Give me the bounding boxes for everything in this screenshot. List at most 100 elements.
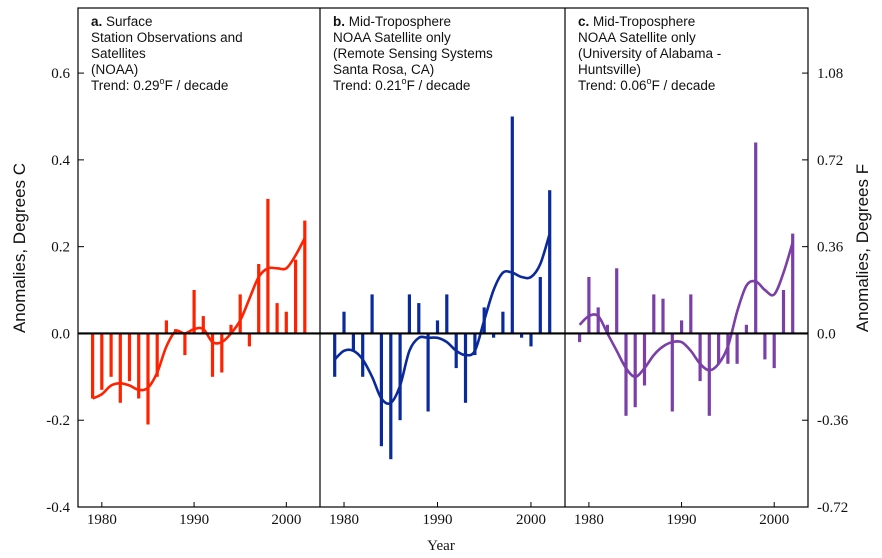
- bar-1986: [642, 333, 647, 386]
- bar-1997: [257, 264, 261, 334]
- trend-value: Trend: 0.21: [333, 78, 402, 93]
- bar-1987: [407, 294, 411, 334]
- trend-unit: F / decade: [652, 78, 716, 93]
- bar-1982: [605, 324, 609, 334]
- panel-trend: Trend: 0.06oF / decade: [578, 76, 715, 93]
- panel-title: c. Mid-Troposphere: [578, 14, 695, 29]
- panel-trend: Trend: 0.29oF / decade: [91, 76, 228, 93]
- bar-1982: [361, 333, 365, 377]
- trend-value: Trend: 0.29: [91, 78, 160, 93]
- y-tick-label-right: -0.36: [817, 413, 849, 429]
- bar-1990: [680, 320, 684, 334]
- bar-1995: [238, 294, 242, 334]
- panel-trend: Trend: 0.21oF / decade: [333, 76, 470, 93]
- bar-2000: [284, 311, 288, 334]
- bar-1983: [370, 294, 374, 334]
- bar-1991: [689, 294, 693, 334]
- y-tick-label-right: 0.0: [817, 326, 836, 342]
- x-tick-label: 2000: [759, 512, 789, 528]
- x-tick-label: 1990: [422, 512, 452, 528]
- bar-2000: [772, 333, 776, 369]
- bar-1997: [501, 311, 505, 334]
- bar-1994: [473, 333, 477, 356]
- trend-unit: F / decade: [165, 78, 229, 93]
- bar-1988: [661, 298, 665, 334]
- trend-degree: o: [647, 76, 652, 86]
- bar-1993: [220, 333, 224, 373]
- x-tick-label: 2000: [271, 512, 301, 528]
- bar-1980: [342, 311, 346, 334]
- bar-1998: [266, 198, 270, 334]
- y-axis-label-left: Anomalies, Degrees C: [10, 163, 29, 333]
- panel-letter: b.: [333, 14, 345, 29]
- bar-1982: [118, 333, 122, 403]
- bar-1983: [127, 333, 132, 382]
- bar-1981: [596, 307, 600, 334]
- bar-1992: [698, 333, 702, 382]
- bar-1984: [137, 333, 141, 399]
- bar-1993: [707, 333, 711, 416]
- bar-1987: [164, 320, 168, 334]
- panel-title: b. Mid-Troposphere: [333, 14, 451, 29]
- x-axis-label: Year: [427, 538, 455, 554]
- bar-1991: [445, 294, 449, 334]
- bar-1986: [155, 333, 159, 377]
- bar-1998: [754, 142, 758, 334]
- trend-degree: o: [160, 76, 165, 86]
- y-tick-label-left: 0.2: [51, 240, 70, 256]
- smoothed-trend-line: [333, 233, 551, 406]
- trend-degree: o: [402, 76, 407, 86]
- y-tick-label-left: 0.4: [51, 153, 70, 169]
- bar-1985: [633, 333, 637, 408]
- y-axis-label-right: Anomalies, Degrees F: [853, 164, 872, 332]
- bar-1999: [275, 303, 279, 334]
- smoothed-trend-line: [578, 241, 794, 379]
- bar-1990: [192, 290, 196, 334]
- bar-1992: [210, 333, 215, 377]
- panel-subtitle-line: NOAA Satellite only: [578, 30, 696, 45]
- bar-1989: [670, 333, 674, 412]
- panel-subtitle-line: Santa Rosa, CA): [333, 62, 434, 77]
- bar-1998: [510, 116, 514, 334]
- panel-title-text: Mid-Troposphere: [589, 14, 695, 29]
- panel-subtitle-line: (NOAA): [91, 62, 138, 77]
- panel-title-text: Surface: [102, 14, 152, 29]
- bar-1993: [463, 333, 468, 403]
- bar-1999: [763, 333, 767, 360]
- bar-1985: [146, 333, 150, 425]
- bar-1994: [717, 333, 721, 364]
- bar-1986: [398, 333, 402, 421]
- bar-1996: [735, 333, 739, 364]
- bar-2002: [548, 190, 552, 334]
- bar-1981: [109, 333, 113, 377]
- panel-subtitle-line: Satellites: [91, 46, 146, 61]
- bar-2001: [294, 259, 298, 334]
- x-tick-label: 2000: [516, 512, 546, 528]
- x-tick-label: 1980: [87, 512, 117, 528]
- bar-2002: [791, 233, 795, 334]
- y-tick-label-left: -0.4: [46, 500, 70, 516]
- panel-subtitle-line: Huntsville): [578, 62, 641, 77]
- bar-1989: [183, 333, 187, 356]
- bar-1979: [91, 333, 95, 399]
- smoothed-trend-line: [92, 237, 306, 400]
- y-tick-label-right: 1.08: [817, 66, 843, 82]
- y-tick-label-left: -0.2: [46, 413, 70, 429]
- bar-1984: [624, 333, 628, 416]
- bar-1996: [492, 333, 496, 338]
- panel-subtitle-line: (Remote Sensing Systems: [333, 46, 493, 61]
- panel-letter: a.: [91, 14, 102, 29]
- bar-1981: [351, 333, 355, 351]
- bar-1984: [379, 333, 383, 447]
- y-tick-label-right: -0.72: [817, 500, 848, 516]
- bar-1983: [615, 268, 619, 334]
- x-tick-label: 1990: [179, 512, 209, 528]
- panel-subtitle-line: Station Observations and: [91, 30, 243, 45]
- panel-subtitle-line: (University of Alabama -: [578, 46, 721, 61]
- y-tick-label-left: 0.0: [51, 326, 70, 342]
- bar-1994: [229, 324, 233, 334]
- x-tick-label: 1980: [329, 512, 359, 528]
